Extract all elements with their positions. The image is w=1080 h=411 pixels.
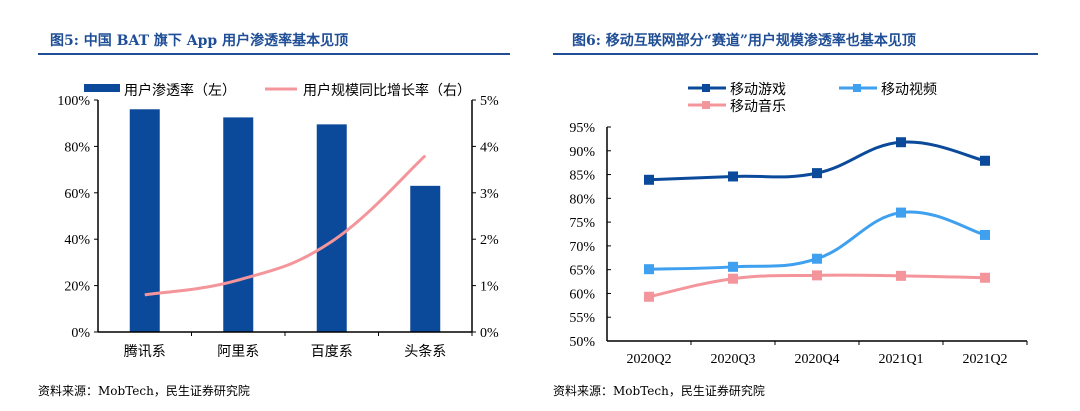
right-y-tick-label: 5%	[480, 94, 499, 109]
legend-label-0: 移动游戏	[730, 82, 786, 98]
series-1-marker	[980, 229, 990, 240]
legend-label-line: 用户规模同比增长率（右）	[303, 82, 471, 99]
series-2-marker	[728, 273, 738, 284]
left-y-tick-label: 100%	[57, 94, 90, 109]
series-2-marker	[896, 270, 906, 281]
x-tick-label: 腾讯系	[124, 343, 166, 360]
series-0-marker	[980, 155, 990, 166]
x-tick-label: 2020Q2	[626, 352, 671, 367]
series-1-marker	[812, 253, 822, 264]
left-y-tick-label: 60%	[64, 187, 90, 202]
series-0-marker	[644, 174, 654, 185]
x-tick-label: 2020Q3	[710, 352, 755, 367]
x-tick-label: 头条系	[404, 343, 446, 360]
series-1-marker	[644, 264, 654, 275]
bar-3	[410, 185, 441, 332]
chart2-source: 资料来源：MobTech，民生证券研究院	[553, 383, 765, 398]
legend-label-1: 移动视频	[881, 82, 937, 98]
series-2-marker	[980, 272, 990, 283]
y-tick-label: 50%	[569, 335, 595, 350]
legend-marker-1	[853, 84, 861, 92]
series-2-marker	[644, 291, 654, 302]
bar-2	[316, 124, 347, 332]
right-y-tick-label: 0%	[480, 326, 499, 341]
chart1-title: 图5: 中国 BAT 旗下 App 用户渗透率基本见顶	[50, 32, 348, 49]
left-y-tick-label: 0%	[71, 326, 90, 341]
legend-marker-0	[702, 84, 710, 92]
series-2-marker	[812, 270, 822, 281]
chart2-title: 图6: 移动互联网部分“赛道”用户规模渗透率也基本见顶	[572, 32, 916, 49]
bar-1	[223, 117, 254, 333]
y-tick-label: 95%	[569, 121, 595, 136]
series-0-marker	[896, 137, 906, 148]
legend-swatch-bar	[84, 84, 120, 92]
right-y-tick-label: 4%	[480, 140, 499, 155]
series-0-marker	[728, 171, 738, 182]
left-y-tick-label: 20%	[64, 280, 90, 295]
series-0-marker	[812, 168, 822, 179]
y-tick-label: 55%	[569, 311, 595, 326]
y-tick-label: 85%	[569, 169, 595, 184]
y-tick-label: 70%	[569, 240, 595, 255]
series-1-marker	[728, 261, 738, 272]
right-y-tick-label: 1%	[480, 280, 499, 295]
x-tick-label: 百度系	[311, 344, 353, 360]
y-tick-label: 60%	[569, 287, 595, 302]
x-tick-label: 2021Q1	[878, 352, 923, 367]
x-tick-label: 阿里系	[217, 344, 259, 360]
right-y-tick-label: 3%	[480, 187, 499, 202]
y-tick-label: 80%	[569, 192, 595, 207]
growth-rate-line	[144, 154, 427, 297]
y-tick-label: 65%	[569, 264, 595, 279]
left-y-tick-label: 80%	[64, 140, 90, 155]
legend-label-bar: 用户渗透率（左）	[124, 82, 236, 99]
x-tick-label: 2020Q4	[794, 352, 839, 367]
legend-marker-2	[702, 101, 710, 109]
y-tick-label: 75%	[569, 216, 595, 231]
legend-label-2: 移动音乐	[730, 98, 786, 115]
series-1-marker	[896, 207, 906, 218]
y-tick-label: 90%	[569, 145, 595, 160]
left-y-tick-label: 40%	[64, 233, 90, 248]
x-tick-label: 2021Q2	[962, 352, 1007, 367]
chart1-source: 资料来源：MobTech，民生证券研究院	[38, 383, 250, 398]
bar-0	[129, 109, 160, 332]
right-y-tick-label: 2%	[480, 233, 499, 248]
